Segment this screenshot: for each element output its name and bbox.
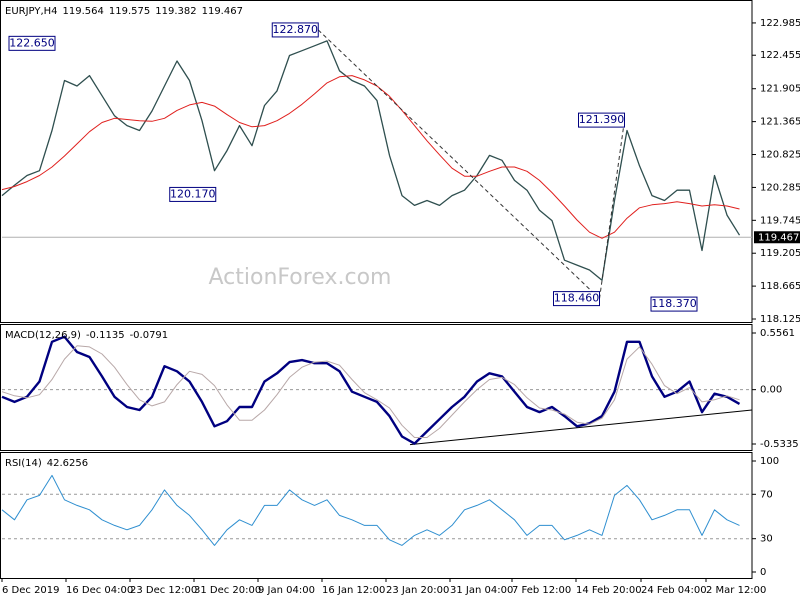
y-tick-label: 122.985: [760, 18, 800, 29]
price-label-box: [271, 22, 319, 38]
series-line: [1, 75, 740, 239]
panel-title: RSI(14): [5, 458, 42, 469]
price-label-box: [578, 112, 625, 128]
price-label: 118.460: [554, 292, 600, 305]
x-tick-label: 16 Dec 04:00: [66, 585, 133, 596]
x-tick-label: 9 Jan 04:00: [258, 585, 315, 596]
price-label-box: [650, 296, 698, 312]
watermark: ActionForex.com: [209, 265, 392, 290]
price-label-box: [169, 186, 217, 202]
trendline: [409, 409, 753, 446]
y-tick-label: 0: [760, 567, 766, 578]
series-line: [1, 474, 740, 546]
panel-title: EURJPY,H4: [5, 6, 58, 17]
y-tick-label: 121.905: [760, 84, 800, 95]
x-tick-label: 2 Mar 12:00: [706, 585, 766, 596]
y-tick-label: 70: [760, 489, 773, 500]
header-value: -0.1135: [86, 330, 125, 341]
y-tick-label: 120.825: [760, 150, 800, 161]
price-label-box: [553, 291, 600, 307]
series-line: [1, 335, 741, 445]
header-value: -0.0791: [130, 330, 169, 341]
price-label: 120.170: [170, 187, 216, 200]
header-value: 119.575: [109, 6, 150, 17]
panel-frame: [0, 324, 753, 451]
panel-header: MACD(12,26,9) -0.1135 -0.0791: [5, 330, 168, 341]
price-label: 118.370: [651, 297, 697, 310]
header-value: 42.6256: [47, 458, 88, 469]
y-tick-label: 121.365: [760, 117, 800, 128]
x-tick-label: 23 Dec 12:00: [130, 585, 197, 596]
price-label: 121.390: [579, 113, 625, 126]
price-label: 122.870: [273, 23, 319, 36]
y-tick-label: 100: [760, 456, 779, 467]
price-label: 122.650: [9, 36, 55, 49]
panel-header: RSI(14) 42.6256: [5, 458, 88, 469]
x-tick-label: 16 Jan 12:00: [322, 585, 385, 596]
panel-frame: [0, 452, 753, 579]
last-price-box: [754, 231, 800, 244]
y-tick-label: 119.205: [760, 248, 800, 259]
y-tick-label: 0.00: [760, 385, 782, 396]
y-tick-label: 120.285: [760, 182, 800, 193]
x-tick-label: 6 Dec 2019: [2, 585, 60, 596]
header-value: 119.382: [155, 6, 196, 17]
x-tick-label: 7 Feb 12:00: [512, 585, 571, 596]
y-tick-label: 118.665: [760, 281, 800, 292]
y-tick-label: 0.5561: [760, 328, 795, 339]
price-label-box: [8, 35, 56, 51]
x-tick-label: 14 Feb 20:00: [576, 585, 642, 596]
series-line: [1, 345, 740, 438]
panel-header: EURJPY,H4 119.564 119.575 119.382 119.467: [5, 6, 243, 17]
last-price-label: 119.467: [758, 232, 799, 243]
series-line: [1, 40, 741, 281]
x-tick-label: 24 Feb 04:00: [641, 585, 707, 596]
y-tick-label: 30: [760, 534, 773, 545]
trend-dashed: [317, 29, 600, 299]
header-value: 119.467: [202, 6, 243, 17]
y-tick-label: 122.455: [760, 50, 800, 61]
y-tick-label: 119.745: [760, 215, 800, 226]
y-tick-label: 118.125: [760, 314, 800, 325]
x-tick-label: 23 Jan 20:00: [386, 585, 449, 596]
header-value: 119.564: [63, 6, 104, 17]
x-tick-label: 31 Dec 20:00: [194, 585, 261, 596]
panel-title: MACD(12,26,9): [5, 330, 81, 341]
trend-dashed: [599, 120, 625, 299]
x-tick-label: 31 Jan 04:00: [450, 585, 513, 596]
y-tick-label: -0.5335: [760, 439, 799, 450]
panel-frame: [0, 0, 753, 323]
